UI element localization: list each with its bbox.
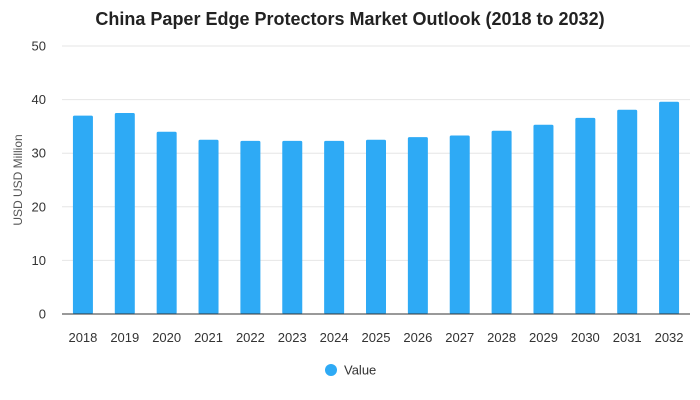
bar[interactable] <box>449 135 470 314</box>
x-tick-label: 2018 <box>68 330 97 345</box>
x-tick-label: 2021 <box>194 330 223 345</box>
x-axis-ticks: 2018 2019 2020 2021 2022 2023 2024 2025 2026 2027… <box>68 330 683 345</box>
bar[interactable] <box>491 130 512 314</box>
bar[interactable] <box>575 117 596 314</box>
x-tick-label: 2027 <box>445 330 474 345</box>
y-tick-label: 30 <box>32 146 46 161</box>
x-tick-label: 2032 <box>655 330 684 345</box>
x-tick-label: 2020 <box>152 330 181 345</box>
chart-title: China Paper Edge Protectors Market Outlo… <box>95 9 604 29</box>
x-tick-label: 2029 <box>529 330 558 345</box>
legend[interactable]: Value <box>325 363 376 378</box>
bar[interactable] <box>114 113 135 314</box>
x-tick-label: 2025 <box>362 330 391 345</box>
y-axis-label: USD USD Million <box>11 134 25 225</box>
y-axis-ticks: 0 10 20 30 40 50 <box>32 39 46 322</box>
legend-marker-icon <box>325 364 337 376</box>
legend-label: Value <box>344 363 376 378</box>
y-tick-label: 40 <box>32 92 46 107</box>
x-tick-label: 2023 <box>278 330 307 345</box>
y-tick-label: 10 <box>32 253 46 268</box>
bar[interactable] <box>366 139 386 314</box>
y-tick-label: 50 <box>32 39 46 54</box>
bar[interactable] <box>282 140 303 314</box>
bars <box>72 101 680 315</box>
bar[interactable] <box>324 140 345 314</box>
x-tick-label: 2019 <box>110 330 139 345</box>
x-tick-label: 2031 <box>613 330 642 345</box>
bar[interactable] <box>617 109 638 314</box>
bar[interactable] <box>72 115 93 315</box>
y-tick-label: 20 <box>32 199 46 214</box>
y-tick-label: 0 <box>39 307 46 322</box>
x-tick-label: 2030 <box>571 330 600 345</box>
bar[interactable] <box>240 140 261 314</box>
bar[interactable] <box>659 101 680 314</box>
x-tick-label: 2024 <box>320 330 349 345</box>
bar[interactable] <box>198 139 219 314</box>
x-tick-label: 2028 <box>487 330 516 345</box>
x-tick-label: 2026 <box>403 330 432 345</box>
bar[interactable] <box>533 124 554 315</box>
bar[interactable] <box>156 131 177 314</box>
x-tick-label: 2022 <box>236 330 265 345</box>
bar[interactable] <box>407 137 428 314</box>
